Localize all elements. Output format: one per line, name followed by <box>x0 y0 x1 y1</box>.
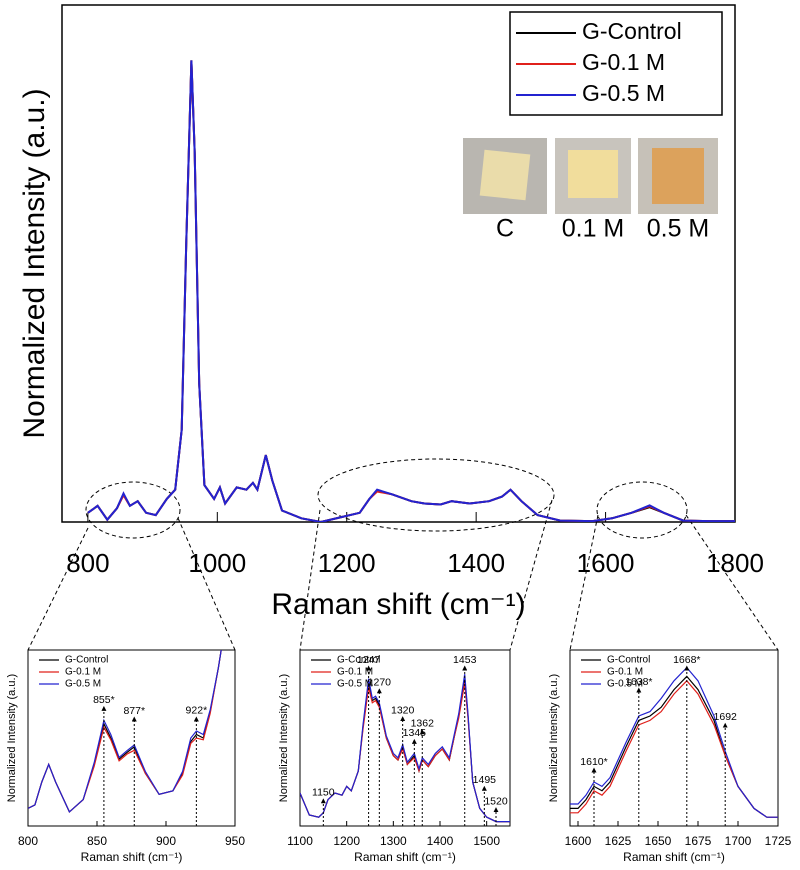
x-tick-label: 1700 <box>725 834 752 848</box>
annotation-label: 1495 <box>473 774 497 786</box>
x-axis-title: Raman shift (cm⁻¹) <box>623 850 725 864</box>
plot-frame <box>569 649 779 827</box>
x-tick-label: 1600 <box>565 834 592 848</box>
annotation-label: 1692 <box>714 711 738 723</box>
annotation-label: 1638* <box>625 676 652 688</box>
x-tick-label: 1200 <box>318 548 376 578</box>
series-line <box>570 675 778 818</box>
annotation-label: 1610* <box>580 756 607 768</box>
plot-frame <box>27 649 236 827</box>
photo-label: 0.5 M <box>647 215 710 243</box>
photo-label: C <box>496 215 514 243</box>
x-tick-label: 1800 <box>706 548 764 578</box>
series-line <box>87 60 735 522</box>
legend-label: G-0.5 M <box>65 679 101 690</box>
x-tick-label: 1500 <box>473 834 500 848</box>
annotation-label: 1362 <box>411 718 435 730</box>
legend-label: G-0.5 M <box>582 80 665 106</box>
series-line <box>570 679 778 818</box>
series-line <box>300 674 510 823</box>
legend-label: G-0.1 M <box>607 667 643 678</box>
legend-label: G-0.1 M <box>65 667 101 678</box>
series-line <box>300 678 510 823</box>
annotation-label: 1668* <box>673 654 700 666</box>
series-line <box>28 650 222 813</box>
sample-photos <box>463 138 718 214</box>
x-tick-label: 1400 <box>427 834 454 848</box>
annotation-label: 1453 <box>453 654 477 666</box>
series-line <box>28 650 222 813</box>
x-tick-label: 800 <box>66 548 109 578</box>
legend-label: G-0.5 M <box>337 679 373 690</box>
plot-frame <box>299 649 511 827</box>
x-tick-label: 800 <box>18 834 38 848</box>
photo-label: 0.1 M <box>562 215 625 243</box>
x-tick-label: 1725 <box>765 834 792 848</box>
series-group <box>28 650 222 813</box>
x-tick-label: 1625 <box>605 834 632 848</box>
x-axis-title: Raman shift (cm⁻¹) <box>354 850 456 864</box>
x-axis-title: Raman shift (cm⁻¹) <box>271 588 525 621</box>
legend-label: G-Control <box>65 655 108 666</box>
x-tick-label: 1650 <box>645 834 672 848</box>
x-tick-label: 1000 <box>188 548 246 578</box>
x-tick-label: 900 <box>156 834 176 848</box>
annotation-label: 1520 <box>484 795 508 807</box>
legend-label: G-0.5 M <box>607 679 643 690</box>
annotation-label: 1320 <box>391 704 415 716</box>
series-group <box>300 674 510 823</box>
annotation-label: 877* <box>123 705 145 717</box>
annotation-label: 1247 <box>357 654 381 666</box>
x-tick-label: 1100 <box>287 834 313 848</box>
y-axis-title: Normalized Intensity (a.u.) <box>278 674 290 802</box>
x-tick-label: 1400 <box>447 548 505 578</box>
legend-label: G-0.1 M <box>582 49 665 75</box>
x-tick-label: 1300 <box>380 834 407 848</box>
y-axis-title: Normalized Intensity (a.u.) <box>548 674 560 802</box>
x-tick-label: 1200 <box>333 834 360 848</box>
plot-frame <box>61 4 736 523</box>
annotation-label: 855* <box>93 694 115 706</box>
x-axis-title: Raman shift (cm⁻¹) <box>81 850 183 864</box>
x-tick-label: 850 <box>87 834 107 848</box>
legend-label: G-Control <box>582 18 682 44</box>
x-tick-label: 1600 <box>577 548 635 578</box>
annotation-label: 1150 <box>312 787 335 799</box>
annotation-label: 922* <box>186 705 208 717</box>
legend-label: G-Control <box>337 655 380 666</box>
legend-label: G-Control <box>607 655 650 666</box>
y-axis-title: Normalized Intensity (a.u.) <box>18 88 51 438</box>
x-tick-label: 950 <box>225 834 245 848</box>
zoom-guides <box>27 458 779 651</box>
annotation-label: 1270 <box>368 677 392 689</box>
series-group <box>87 60 735 522</box>
legend-label: G-0.1 M <box>337 667 373 678</box>
series-line <box>28 650 222 813</box>
y-axis-title: Normalized Intensity (a.u.) <box>6 674 18 802</box>
series-group <box>570 666 778 818</box>
x-tick-label: 1675 <box>685 834 712 848</box>
